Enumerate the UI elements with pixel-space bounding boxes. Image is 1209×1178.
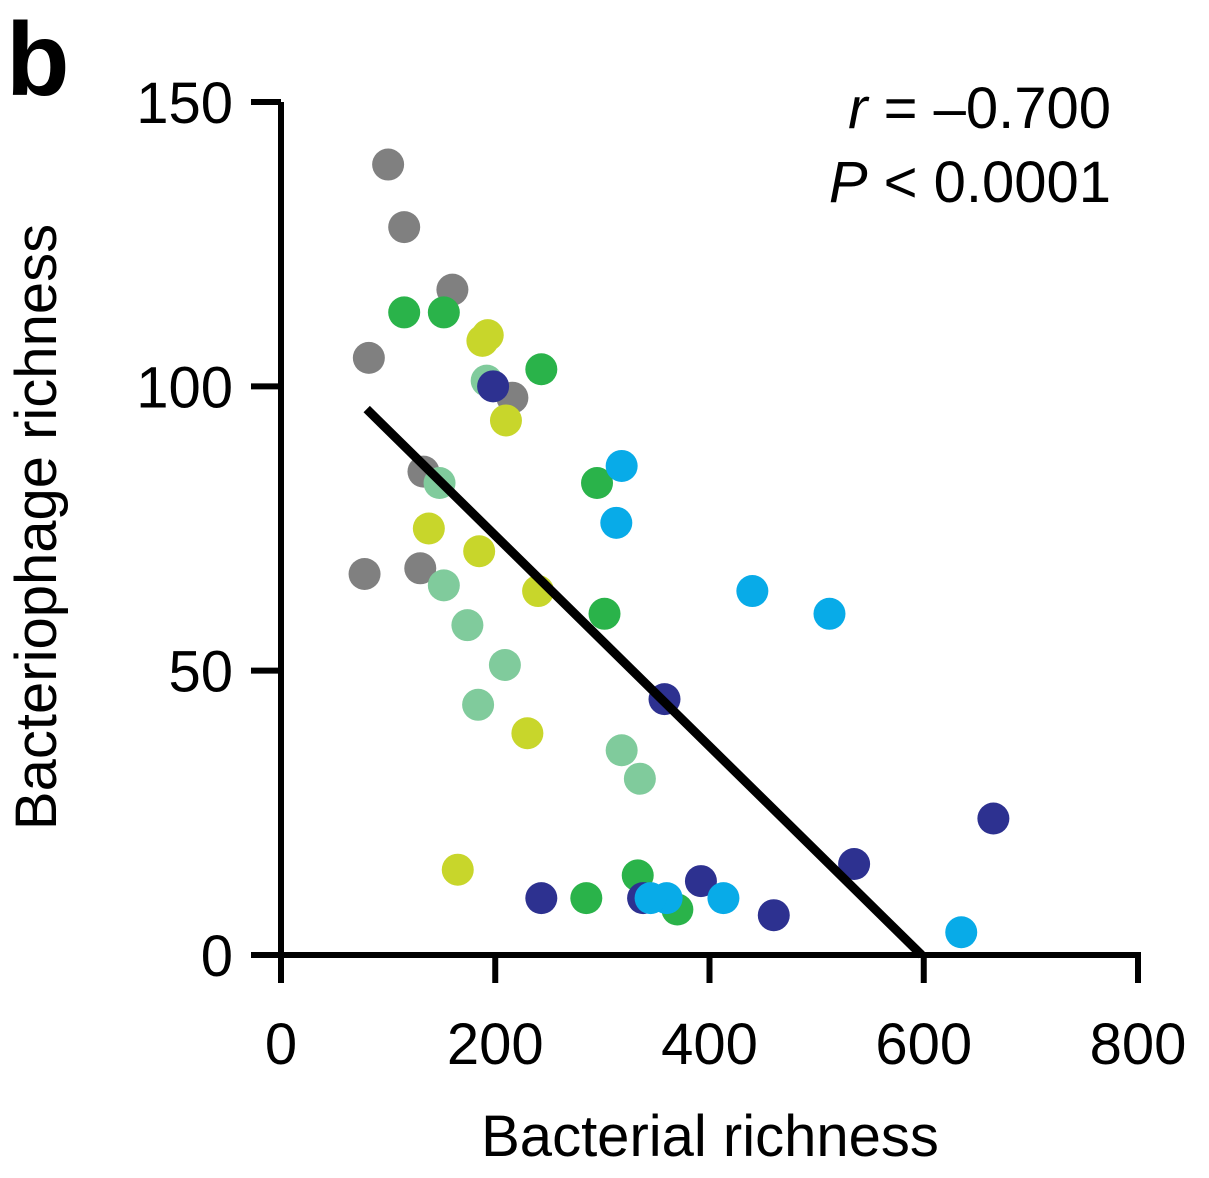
x-tick-label: 800 xyxy=(1090,1012,1187,1077)
data-point xyxy=(684,865,717,898)
y-axis-label: Bacteriophage richness xyxy=(4,224,69,830)
data-point xyxy=(477,370,510,403)
axes: 0 200 400 600 800 0 50 100 150 xyxy=(136,71,1186,1077)
data-point xyxy=(463,535,496,568)
data-point xyxy=(600,506,633,539)
x-tick-label: 200 xyxy=(447,1012,544,1077)
data-point xyxy=(605,734,638,767)
data-point xyxy=(757,899,790,932)
stats-annotation: r = –0.700 P < 0.0001 xyxy=(829,72,1111,220)
data-point xyxy=(352,341,385,374)
data-point xyxy=(488,648,521,681)
data-point xyxy=(623,762,656,795)
data-points xyxy=(348,148,1010,949)
data-point xyxy=(736,575,769,608)
y-tick-label: 0 xyxy=(201,924,233,989)
data-point xyxy=(471,319,504,352)
data-point xyxy=(427,296,460,329)
y-tick-label: 150 xyxy=(136,71,233,136)
data-point xyxy=(977,802,1010,835)
p-symbol: P xyxy=(828,150,868,215)
data-point xyxy=(511,717,544,750)
data-point xyxy=(412,512,445,545)
data-point xyxy=(634,882,667,915)
p-value-line: P < 0.0001 xyxy=(829,146,1111,220)
x-tick-label: 400 xyxy=(661,1012,758,1077)
data-point xyxy=(427,569,460,602)
data-point xyxy=(441,853,474,886)
data-point xyxy=(348,557,381,590)
x-tick-label: 600 xyxy=(875,1012,972,1077)
data-point xyxy=(838,848,871,881)
x-axis-label: Bacterial richness xyxy=(481,1104,939,1169)
panel-label: b xyxy=(6,2,70,118)
data-point xyxy=(588,597,621,630)
data-point xyxy=(945,916,978,949)
data-point xyxy=(525,882,558,915)
data-point xyxy=(388,296,421,329)
data-point xyxy=(707,882,740,915)
data-point xyxy=(388,211,421,244)
x-tick-label: 0 xyxy=(265,1012,297,1077)
data-point xyxy=(525,353,558,386)
regression-line xyxy=(363,405,925,959)
regression-line-group xyxy=(363,405,925,959)
data-point xyxy=(605,449,638,482)
data-point xyxy=(462,688,495,721)
r-value: = –0.700 xyxy=(867,76,1111,141)
data-point xyxy=(451,609,484,642)
data-point xyxy=(372,148,405,181)
data-point xyxy=(489,404,522,437)
y-tick-label: 50 xyxy=(168,640,233,705)
data-point xyxy=(581,467,614,500)
correlation-line: r = –0.700 xyxy=(829,72,1111,146)
y-tick-label: 100 xyxy=(136,355,233,420)
data-point xyxy=(813,597,846,630)
data-point xyxy=(570,882,603,915)
p-value: < 0.0001 xyxy=(867,150,1111,215)
r-symbol: r xyxy=(848,76,868,141)
data-point xyxy=(404,552,437,585)
